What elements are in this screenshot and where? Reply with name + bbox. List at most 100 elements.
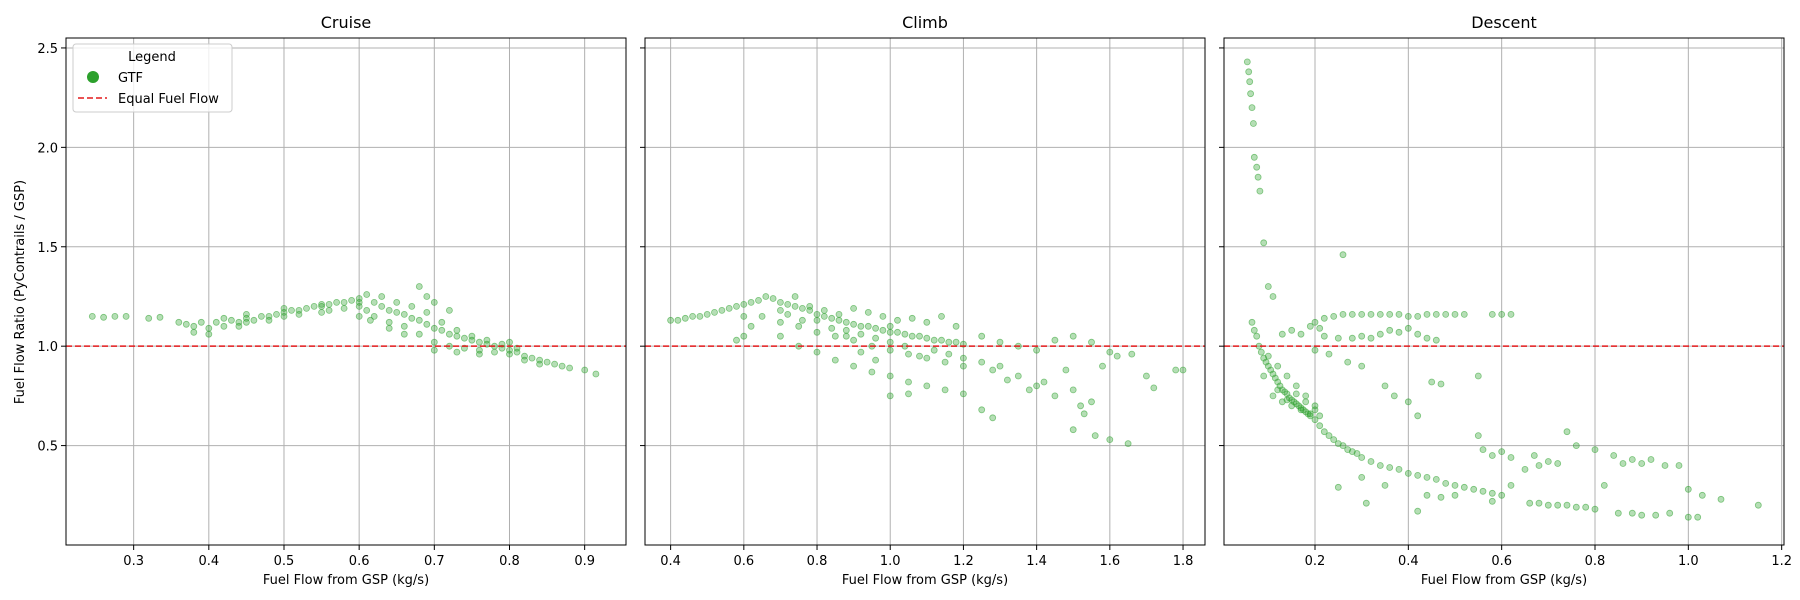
- data-point: [506, 350, 513, 358]
- data-point: [1099, 362, 1106, 370]
- data-point: [978, 332, 986, 340]
- data-point: [1325, 350, 1333, 358]
- data-point: [813, 316, 821, 324]
- data-point: [1423, 491, 1431, 499]
- data-point: [1124, 440, 1132, 448]
- x-tick-label: 1.6: [1099, 554, 1120, 569]
- x-tick-label: 0.8: [807, 554, 828, 569]
- data-point: [1395, 465, 1403, 473]
- data-point: [1395, 310, 1403, 318]
- data-point: [423, 308, 431, 316]
- data-point: [1717, 495, 1725, 503]
- legend-box: [72, 43, 233, 113]
- data-point: [1498, 448, 1506, 456]
- data-point: [1274, 362, 1282, 370]
- data-point: [1675, 462, 1683, 469]
- data-point: [400, 310, 408, 318]
- data-point: [850, 336, 857, 344]
- data-point: [1404, 312, 1412, 320]
- data-point: [378, 302, 386, 310]
- data-point: [333, 298, 341, 306]
- x-tick-label: 0.7: [424, 554, 445, 569]
- data-point: [227, 316, 235, 324]
- x-axis-label: Fuel Flow from GSP (kg/s): [842, 573, 1008, 588]
- data-point: [908, 332, 916, 340]
- data-point: [1274, 378, 1282, 386]
- data-point: [1330, 436, 1338, 444]
- data-point: [1339, 442, 1347, 450]
- legend-gtf-label: GTF: [118, 71, 143, 86]
- data-point: [1344, 358, 1352, 366]
- data-point: [145, 314, 153, 322]
- data-point: [355, 302, 363, 310]
- data-point: [1334, 483, 1342, 491]
- data-point: [182, 320, 190, 328]
- data-point: [1521, 465, 1529, 473]
- data-point: [1470, 485, 1478, 493]
- data-point: [1276, 382, 1284, 390]
- data-point: [415, 316, 423, 324]
- data-point: [872, 334, 879, 342]
- y-tick-label: 1.5: [37, 241, 58, 256]
- data-point: [857, 330, 865, 338]
- data-point: [325, 300, 333, 308]
- data-point: [430, 324, 438, 332]
- data-point: [1638, 460, 1646, 467]
- x-tick-label: 0.9: [574, 554, 595, 569]
- data-point: [1390, 392, 1398, 400]
- data-point: [901, 330, 909, 338]
- panel-frame: [65, 37, 627, 546]
- data-point: [1754, 501, 1762, 509]
- data-point: [1247, 90, 1254, 98]
- data-point: [1638, 511, 1646, 519]
- data-point: [445, 330, 453, 338]
- data-point: [1386, 464, 1394, 471]
- data-point: [1442, 310, 1450, 318]
- data-point: [1320, 428, 1328, 436]
- data-point: [1069, 386, 1077, 394]
- data-point: [894, 328, 901, 336]
- panel-title: Climb: [902, 13, 948, 32]
- panel-title: Cruise: [321, 13, 372, 32]
- data-point: [1442, 479, 1450, 487]
- data-point: [1684, 513, 1692, 521]
- data-point: [1358, 454, 1366, 461]
- data-point: [1451, 481, 1459, 489]
- data-point: [1278, 330, 1286, 338]
- data-point: [799, 304, 806, 312]
- data-point: [938, 312, 945, 320]
- data-point: [1311, 318, 1319, 326]
- data-point: [689, 312, 696, 320]
- scatter-points: [88, 283, 600, 378]
- data-point: [558, 362, 566, 370]
- data-point: [242, 310, 250, 318]
- data-point: [385, 318, 393, 326]
- data-point: [1253, 163, 1261, 171]
- data-point: [813, 310, 821, 318]
- data-point: [536, 360, 543, 368]
- data-point: [363, 306, 371, 314]
- data-point: [923, 354, 931, 362]
- data-point: [1554, 501, 1562, 509]
- data-point: [1254, 173, 1262, 181]
- data-point: [923, 334, 931, 342]
- x-tick-label: 0.4: [198, 554, 219, 569]
- data-point: [813, 328, 821, 336]
- data-point: [592, 370, 600, 378]
- data-point: [886, 322, 894, 330]
- data-point: [1269, 370, 1277, 378]
- data-point: [857, 348, 865, 356]
- data-point: [1647, 456, 1655, 463]
- data-point: [1414, 471, 1422, 479]
- data-point: [1292, 382, 1300, 390]
- data-point: [122, 312, 130, 320]
- data-point: [1106, 348, 1114, 356]
- data-point: [1376, 462, 1384, 469]
- data-point: [445, 306, 453, 314]
- data-point: [828, 324, 836, 332]
- data-point: [886, 338, 894, 346]
- data-point: [430, 298, 438, 306]
- data-point: [872, 356, 879, 364]
- data-point: [1264, 362, 1272, 370]
